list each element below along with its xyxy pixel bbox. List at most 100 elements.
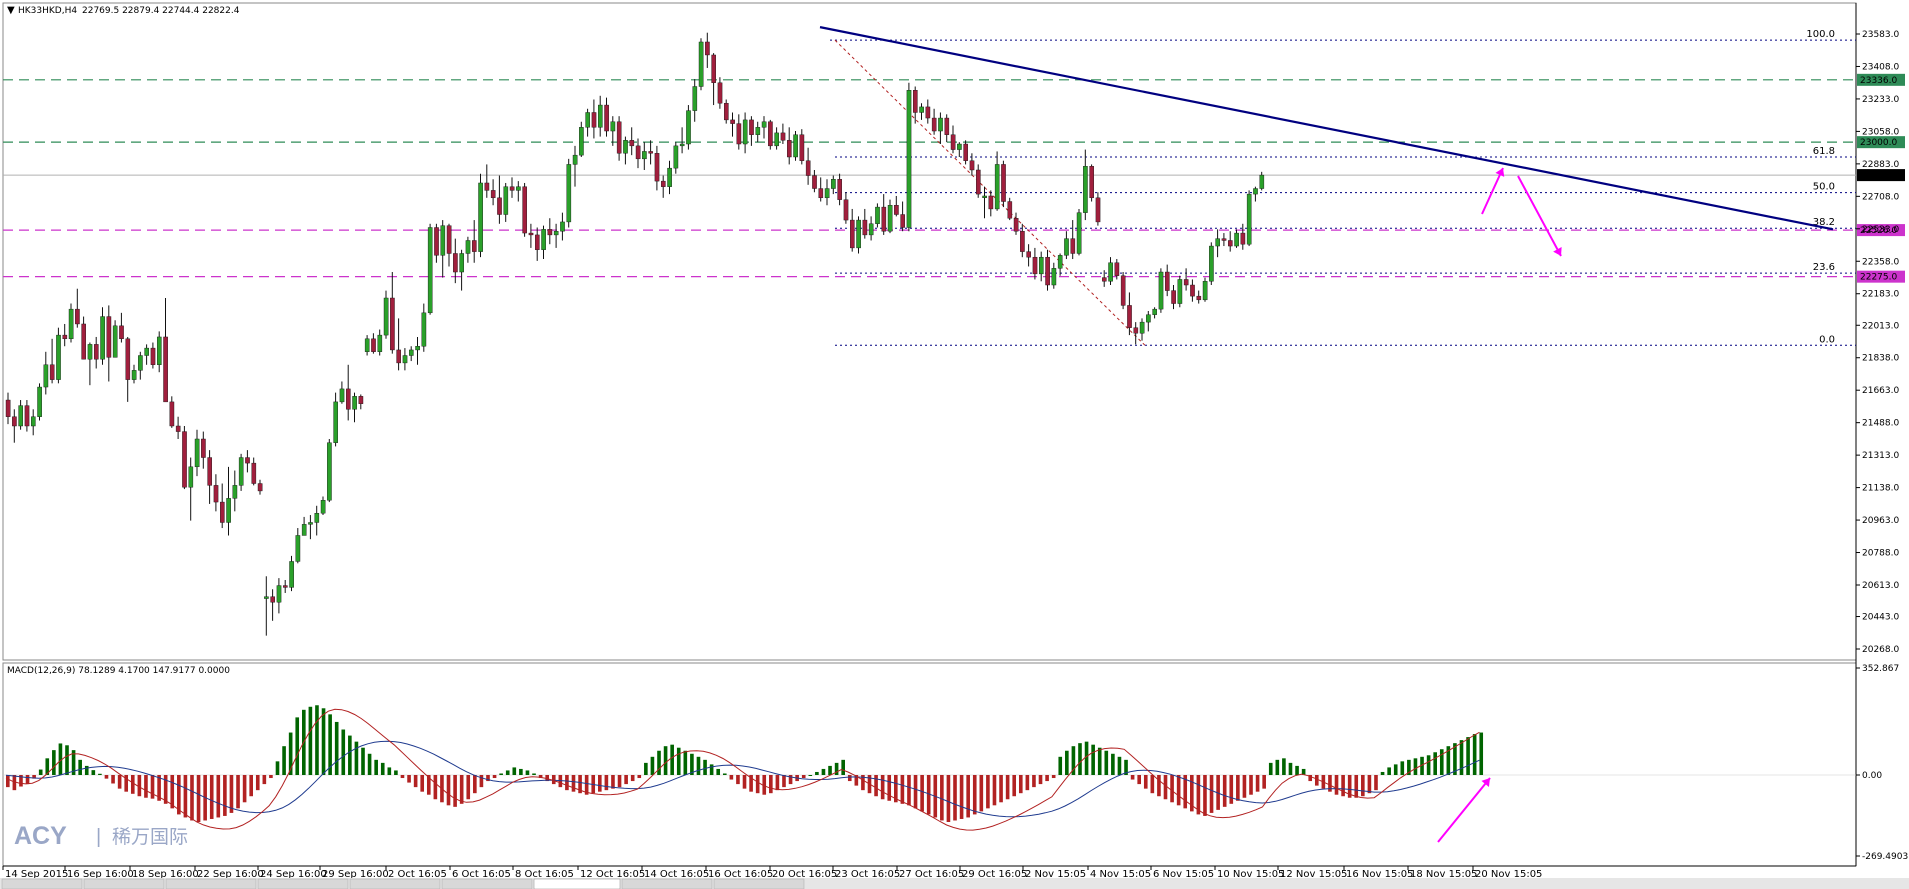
price-tick-label: 23233.0: [1862, 95, 1899, 105]
time-tick-label: 10 Nov 15:05: [1217, 869, 1284, 880]
candle-body: [692, 86, 698, 111]
candle-body: [1158, 271, 1164, 310]
macd-bar: [420, 775, 425, 792]
candle-body: [1057, 255, 1063, 269]
trendline[interactable]: [819, 26, 1834, 231]
candle-body: [465, 240, 471, 254]
candle-body: [1221, 238, 1227, 241]
candle-body: [459, 253, 465, 273]
price-tick-label: 21138.0: [1862, 484, 1899, 494]
candle-body: [654, 153, 660, 182]
candle-body: [919, 106, 924, 113]
candle-body: [944, 117, 950, 135]
macd-bar: [880, 775, 885, 800]
candle-body: [175, 425, 181, 432]
candle-body: [925, 106, 931, 119]
candle-body: [686, 110, 691, 145]
macd-bar: [847, 775, 852, 782]
macd-bar: [170, 775, 175, 809]
candle-body: [755, 127, 761, 135]
candle-body: [629, 140, 635, 147]
macd-bar: [538, 775, 543, 779]
candle-body: [188, 466, 194, 488]
macd-bar: [19, 775, 23, 787]
macd-bar: [1354, 775, 1359, 798]
macd-bar: [1236, 775, 1240, 801]
macd-bar: [98, 773, 102, 775]
macd-bar: [315, 705, 319, 775]
candle-body: [1246, 193, 1252, 245]
macd-bar: [716, 768, 721, 775]
candle-body: [339, 388, 345, 403]
chart-tab[interactable]: [621, 878, 713, 889]
candle-body: [314, 512, 320, 523]
macd-bar: [1446, 746, 1451, 775]
chart-tab[interactable]: [165, 878, 257, 889]
candle-body: [862, 219, 868, 236]
candle-body: [560, 221, 565, 232]
candle-body: [81, 323, 86, 360]
macd-bar: [229, 775, 234, 813]
time-tick-label: 2 Nov 15:05: [1025, 869, 1086, 880]
macd-bar: [1380, 771, 1385, 775]
macd-bar: [788, 775, 793, 785]
macd-bar: [742, 775, 747, 789]
candle-body: [1253, 188, 1258, 195]
macd-bar: [749, 775, 753, 792]
candle-body: [503, 186, 509, 215]
macd-bar: [696, 756, 701, 775]
candle-body: [87, 344, 93, 360]
candle-body: [125, 338, 131, 380]
macd-bar: [782, 775, 786, 788]
macd-bar: [1472, 734, 1477, 775]
price-tick-label: 23058.0: [1862, 127, 1899, 137]
macd-bar: [262, 775, 267, 785]
candle-body: [138, 355, 143, 371]
macd-up-arrow-head: [1481, 778, 1490, 787]
chart-tab[interactable]: [1, 878, 83, 889]
candle-body: [724, 102, 729, 121]
macd-bar: [1262, 775, 1266, 789]
macd-bar: [900, 775, 905, 804]
candle-body: [1127, 305, 1132, 328]
macd-bar: [775, 775, 780, 791]
chart-tab[interactable]: [257, 878, 349, 889]
chart-tab[interactable]: [441, 878, 533, 889]
fib-diagonal[interactable]: [834, 39, 1146, 346]
time-tick-label: 24 Sep 16:00: [260, 869, 327, 880]
candle-body: [1215, 238, 1220, 247]
macd-bar: [512, 767, 517, 775]
fib-level-label: 100.0: [1806, 29, 1835, 40]
chart-tab[interactable]: [713, 878, 805, 889]
candle-body: [1202, 281, 1208, 301]
macd-bar: [571, 775, 576, 792]
candle-body: [301, 524, 307, 536]
chart-tab[interactable]: [349, 878, 441, 889]
candle-body: [547, 229, 553, 236]
fib-level-label: 0.0: [1819, 334, 1835, 345]
macd-bar: [45, 758, 50, 775]
candle-body: [774, 132, 779, 147]
chart-tab[interactable]: [83, 878, 165, 889]
candle-body: [793, 134, 798, 158]
time-tick-label: 22 Sep 16:00: [197, 869, 264, 880]
candle-body: [673, 145, 679, 169]
candle-body: [1013, 218, 1019, 232]
macd-bar: [150, 775, 155, 799]
macd-bar: [255, 775, 260, 791]
macd-bar: [755, 775, 760, 794]
macd-bar: [1334, 775, 1339, 795]
macd-bar: [348, 735, 352, 775]
macd-bar: [644, 762, 648, 775]
candle-body: [711, 54, 716, 83]
macd-bar: [486, 775, 490, 782]
candle-body: [390, 297, 395, 351]
chart-tab-active[interactable]: [533, 878, 621, 889]
time-tick-label: 6 Nov 15:05: [1153, 869, 1214, 880]
price-tick-label: 20443.0: [1862, 613, 1899, 623]
macd-bar: [413, 775, 418, 788]
macd-bar: [453, 775, 457, 807]
level-price-box: [1857, 270, 1905, 283]
candle-body: [736, 123, 742, 145]
